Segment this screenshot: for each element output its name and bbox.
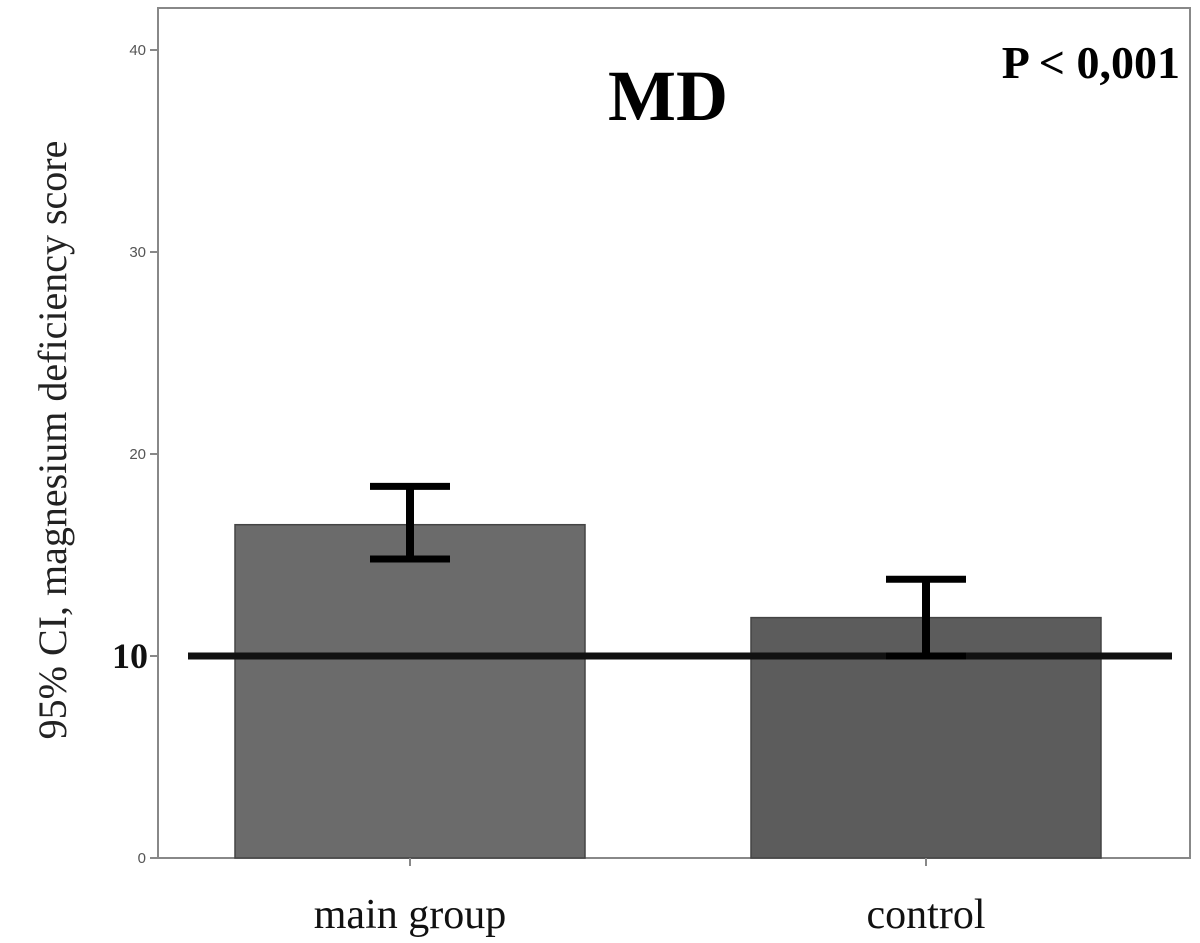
bar-main-group [234, 523, 586, 859]
p-value-annotation: P < 0,001 [1002, 37, 1180, 88]
y-tick-label: 0 [138, 850, 146, 867]
chart-title: MD [608, 56, 728, 136]
x-tick-label: control [867, 892, 986, 938]
plot-area-frame [157, 7, 1191, 859]
y-tick-label: 30 [129, 244, 146, 261]
reference-line-label: 10 [112, 636, 148, 676]
error-bars-layer [370, 482, 966, 660]
y-axis-label: 95% CI, magnesium deficiency score [30, 141, 75, 740]
y-tick-label: 20 [129, 446, 146, 463]
x-tick-label: main group [314, 892, 506, 938]
reference-line-layer: 10 [112, 636, 1172, 676]
bars-layer [234, 523, 1102, 859]
y-axis: 0 20 30 40 [129, 42, 158, 867]
x-axis: main group control [314, 858, 986, 938]
y-tick-label: 40 [129, 42, 146, 59]
